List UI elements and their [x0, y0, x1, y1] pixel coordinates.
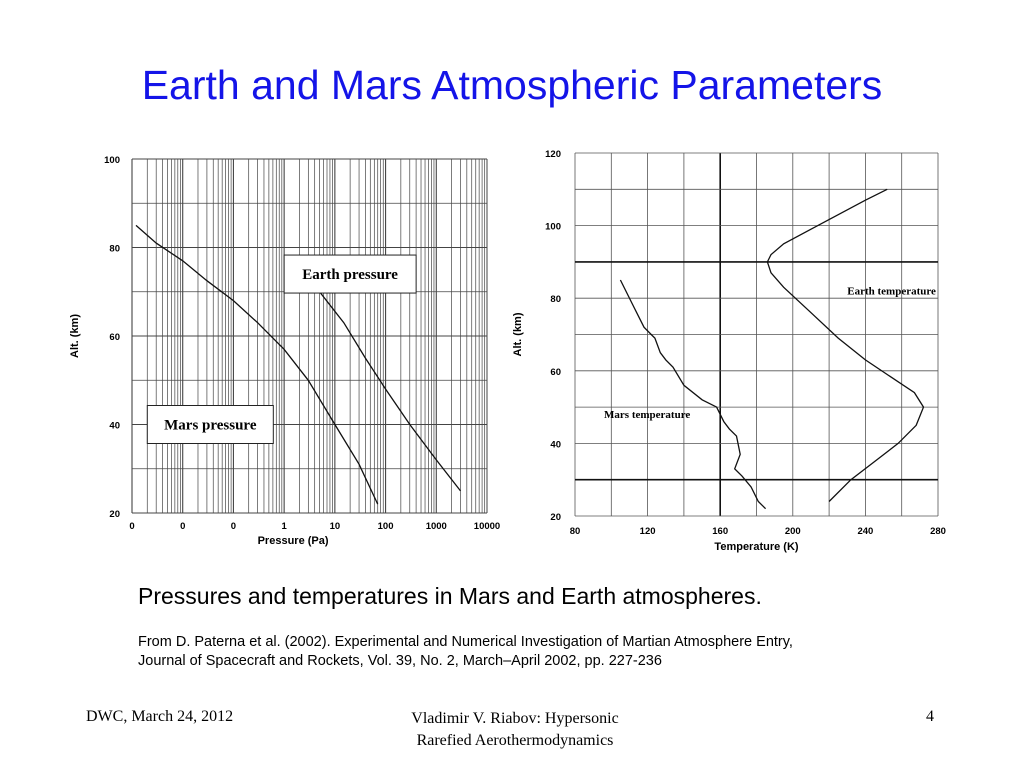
temperature-grid [574, 152, 939, 517]
y-axis-label: Alt. (km) [512, 312, 524, 356]
x-tick-label: 80 [570, 526, 581, 537]
x-tick-label: 100 [378, 521, 394, 532]
y-tick-label: 60 [109, 332, 120, 343]
x-tick-label: 0 [231, 521, 236, 532]
series-label: Earth temperature [847, 286, 936, 298]
y-axis-label: Alt. (km) [69, 314, 81, 358]
slide-title: Earth and Mars Atmospheric Parameters [141, 62, 883, 108]
y-tick-label: 80 [109, 244, 120, 255]
y-tick-label: 40 [109, 421, 120, 432]
series-line-earth-temperature [766, 188, 925, 502]
x-tick-label: 0 [129, 521, 134, 532]
footer-author: Vladimir V. Riabov: Hypersonic Rarefied … [340, 708, 690, 752]
y-tick-label: 20 [109, 509, 120, 520]
label-box-border [283, 254, 417, 294]
figure-caption: Pressures and temperatures in Mars and E… [138, 583, 762, 609]
slide-number: 4 [926, 708, 934, 725]
y-tick-label: 100 [104, 155, 120, 166]
pressure-grid [131, 158, 488, 514]
x-tick-label: 160 [712, 526, 728, 537]
source-citation: From D. Paterna et al. (2002). Experimen… [138, 633, 793, 671]
x-tick-label: 0 [180, 521, 185, 532]
series-line-mars-temperature [619, 279, 767, 510]
x-axis-label: Temperature (K) [714, 541, 798, 553]
x-tick-label: 280 [930, 526, 946, 537]
y-tick-label: 80 [550, 294, 561, 305]
x-tick-label: 10000 [474, 521, 500, 532]
x-tick-label: 1 [281, 521, 287, 532]
source-line-1: From D. Paterna et al. (2002). Experimen… [138, 634, 793, 650]
x-tick-label: 240 [857, 526, 873, 537]
x-tick-label: 120 [640, 526, 656, 537]
x-tick-label: 10 [330, 521, 341, 532]
y-tick-label: 100 [545, 222, 561, 233]
footer-author-line-1: Vladimir V. Riabov: Hypersonic [411, 710, 619, 727]
series-label: Mars temperature [604, 409, 690, 421]
footer-date: DWC, March 24, 2012 [86, 708, 234, 725]
series-label: Earth pressure [302, 267, 398, 283]
x-tick-label: 200 [785, 526, 801, 537]
y-tick-label: 40 [550, 439, 561, 450]
series-line-mars-pressure [135, 224, 379, 505]
label-box: Earth pressure [283, 254, 417, 294]
footer-author-line-2: Rarefied Aerothermodynamics [416, 732, 614, 749]
series-label: Mars pressure [164, 418, 257, 434]
series-line-earth-pressure [292, 264, 462, 492]
y-tick-label: 120 [545, 149, 561, 160]
source-line-2: Journal of Spacecraft and Rockets, Vol. … [138, 653, 662, 669]
x-axis-label: Pressure (Pa) [258, 535, 329, 547]
temperature-chart: 20 40 60 80 100 120 80 120 160 200 240 280 Temperatu… [512, 149, 946, 553]
y-tick-label: 60 [550, 367, 561, 378]
label-box-border [146, 405, 274, 444]
y-tick-label: 20 [550, 512, 561, 523]
label-box: Mars pressure [146, 405, 274, 444]
x-tick-label: 1000 [426, 521, 447, 532]
